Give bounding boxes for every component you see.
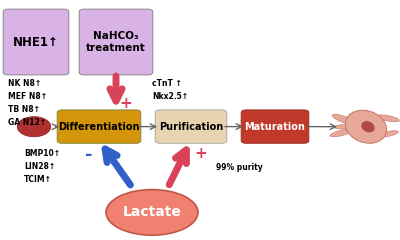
FancyBboxPatch shape (155, 110, 227, 143)
Ellipse shape (345, 110, 387, 143)
Text: NHE1↑: NHE1↑ (13, 36, 59, 48)
Text: Lactate: Lactate (122, 205, 182, 219)
Ellipse shape (106, 190, 198, 235)
Text: Purification: Purification (159, 122, 223, 132)
Ellipse shape (377, 115, 399, 122)
Text: NK N8↑
MEF N8↑
TB N8↑
GA N12↑: NK N8↑ MEF N8↑ TB N8↑ GA N12↑ (8, 79, 47, 127)
Text: BMP10↑
LIN28↑
TCIM↑: BMP10↑ LIN28↑ TCIM↑ (24, 149, 60, 184)
FancyBboxPatch shape (3, 9, 69, 75)
FancyBboxPatch shape (79, 9, 153, 75)
Text: Maturation: Maturation (244, 122, 306, 132)
Ellipse shape (330, 129, 354, 137)
Ellipse shape (334, 125, 354, 129)
Ellipse shape (332, 114, 356, 125)
FancyBboxPatch shape (241, 110, 309, 143)
Ellipse shape (361, 121, 375, 132)
Circle shape (17, 117, 51, 137)
Text: Differentiation: Differentiation (58, 122, 140, 132)
Ellipse shape (378, 131, 398, 137)
Text: -: - (85, 146, 93, 164)
Text: +: + (120, 96, 132, 111)
Text: +: + (195, 146, 207, 161)
Text: cTnT ↑
Nkx2.5↑: cTnT ↑ Nkx2.5↑ (152, 79, 188, 101)
FancyBboxPatch shape (57, 110, 141, 143)
Text: 99% purity: 99% purity (216, 163, 263, 172)
Text: NaHCO₃
treatment: NaHCO₃ treatment (86, 31, 146, 53)
